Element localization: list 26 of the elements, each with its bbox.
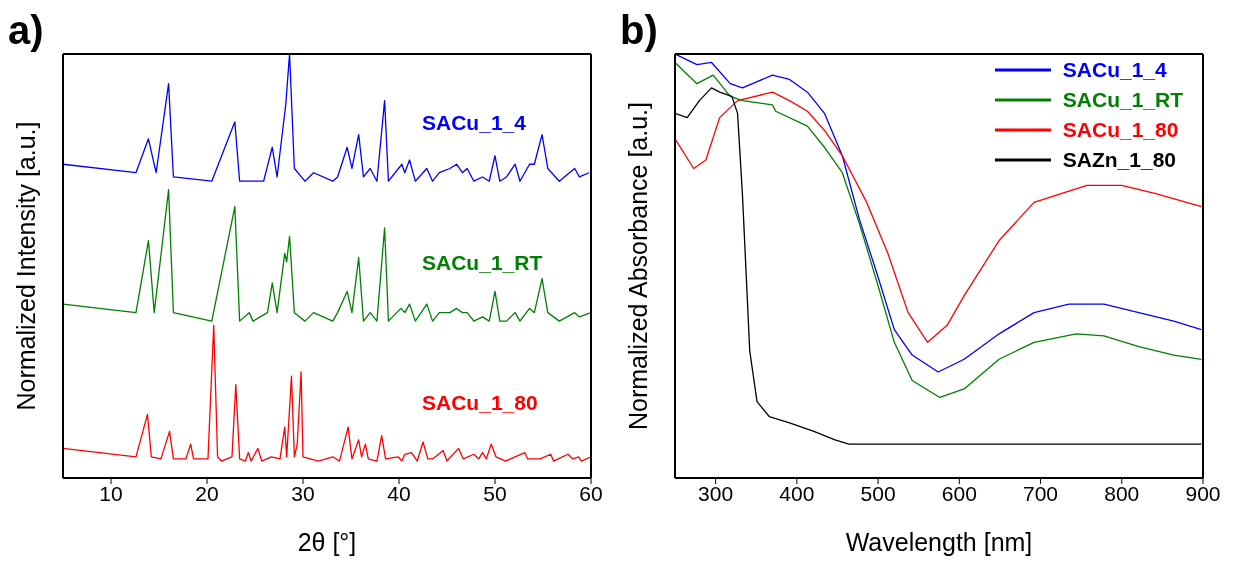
legend-label: SACu_1_80 [1062,118,1179,142]
x-tick-label: 30 [291,481,315,505]
x-tick-label: 700 [1023,481,1059,505]
legend-label: SACu_1_RT [1062,88,1183,112]
legend-label: SACu_1_4 [1062,58,1167,82]
x-tick-label: 900 [1185,481,1221,505]
y-axis-title: Normalized Absorbance [a.u.] [623,102,652,430]
x-tick-label: 20 [195,481,219,505]
x-tick-label: 10 [99,481,123,505]
chart-title: b) [620,8,658,52]
x-axis-title: Wavelength [nm] [845,528,1033,556]
chart-title: a) [8,8,44,52]
x-tick-label: 50 [483,481,507,505]
x-axis-title: 2θ [°] [297,528,357,556]
x-tick-label: 60 [579,481,603,505]
x-tick-label: 600 [941,481,977,505]
y-axis-title: Normalized Intensity [a.u.] [11,121,40,411]
x-tick-label: 400 [779,481,815,505]
x-tick-label: 500 [860,481,896,505]
series-label: SACu_1_80 [422,391,538,416]
series-label: SACu_1_4 [422,111,526,136]
x-tick-label: 300 [698,481,734,505]
x-tick-label: 800 [1104,481,1140,505]
x-tick-label: 40 [387,481,411,505]
series-label: SACu_1_RT [422,251,543,276]
legend-label: SAZn_1_80 [1062,148,1177,172]
